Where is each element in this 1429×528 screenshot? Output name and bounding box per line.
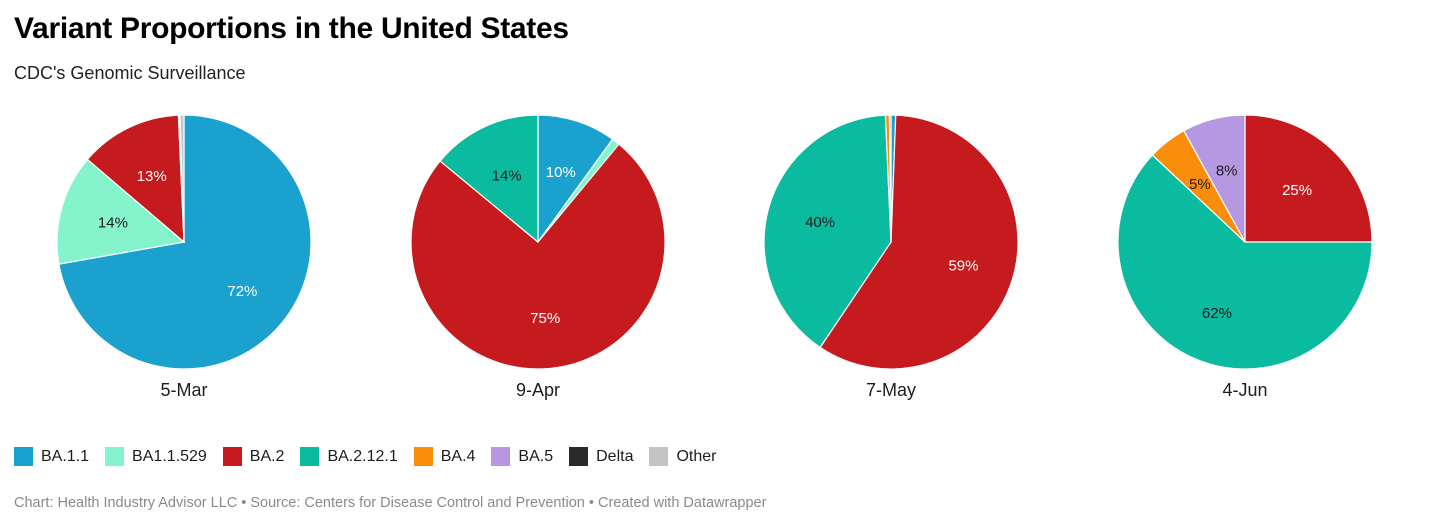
legend-item-ba-2-12-1: BA.2.12.1 [300,447,398,466]
pie-slice-ba-1-1 [58,114,312,370]
legend-item-ba-4: BA.4 [413,447,476,466]
legend-label: Other [676,447,717,465]
slice-label: 14% [98,215,128,232]
legend-swatch [300,447,320,466]
legend-item-ba-5: BA.5 [491,447,553,466]
legend-swatch [222,447,242,466]
chart-title: Variant Proportions in the United States [14,12,569,45]
pie-slice-ba-5 [1183,114,1246,243]
pie-slice-ba-2 [1244,114,1373,243]
slice-label: 72% [227,283,257,300]
pie-slice-ba-2-12-1 [1117,154,1373,370]
legend-item-ba-1-1: BA.1.1 [14,447,89,466]
pie-slice-ba-2 [86,114,185,244]
slice-label: 10% [546,164,576,181]
slice-label: 40% [805,214,835,231]
slice-label: 25% [1282,182,1312,199]
pie-5-mar: 72% 14% 13% 5-Mar [56,114,312,400]
legend-swatch [413,447,433,466]
pie-slice-ba-2-12-1 [763,114,892,349]
legend-item-delta: Delta [569,447,633,466]
legend-item-ba1-1-529: BA1.1.529 [105,447,207,466]
pie-slice-ba1-1-529 [56,158,186,265]
pie-4-jun: 25% 62% 5% 8% 4-Jun [1117,114,1373,400]
pie-title: 7-May [866,380,916,400]
legend-swatch [14,447,33,466]
legend-label: BA.2.12.1 [327,447,398,465]
slice-label: 5% [1189,176,1211,193]
pie-7-may: 59% 40% 7-May [763,114,1019,400]
slice-label: 62% [1202,305,1232,322]
legend-label: BA.1.1 [41,447,90,465]
legend-label: BA.4 [440,447,476,465]
slice-label: 14% [492,167,522,184]
legend-label: BA.2 [249,447,285,465]
legend-label: BA1.1.529 [132,447,207,465]
chart-subtitle: CDC's Genomic Surveillance [14,63,246,83]
legend-item-other: Other [649,447,716,466]
slice-label: 13% [137,168,167,185]
pie-title: 4-Jun [1222,380,1267,400]
legend-swatch [105,447,125,466]
pie-slice-ba-2 [819,114,1019,370]
pie-title: 5-Mar [160,380,207,400]
legend-label: BA.5 [518,447,554,465]
pie-slice-ba-2-12-1 [439,114,539,244]
pie-9-apr: 10% 75% 14% 9-Apr [410,114,666,400]
pie-title: 9-Apr [516,380,560,400]
pie-charts: 72% 14% 13% 5-Mar 10% 75% 14% 9-Apr 59% 40% 7-May 2… [56,114,1373,400]
legend: BA.1.1 BA1.1.529 BA.2 BA.2.12.1 BA.4 BA.5 Delt… [14,447,732,466]
pie-slice-ba-1-1 [537,114,614,244]
slice-label: 8% [1216,163,1238,180]
legend-item-ba-2: BA.2 [222,447,285,466]
pie-slice-other [179,114,185,243]
legend-swatch [569,447,589,466]
pie-slice-ba-2 [410,143,666,370]
pie-slice-ba-5 [888,114,892,243]
legend-label: Delta [596,447,634,465]
legend-swatch [649,447,669,466]
legend-swatch [491,447,511,466]
chart-footer: Chart: Health Industry Advisor LLC • Sou… [14,495,767,511]
slice-label: 75% [530,310,560,327]
slice-label: 59% [948,258,978,275]
